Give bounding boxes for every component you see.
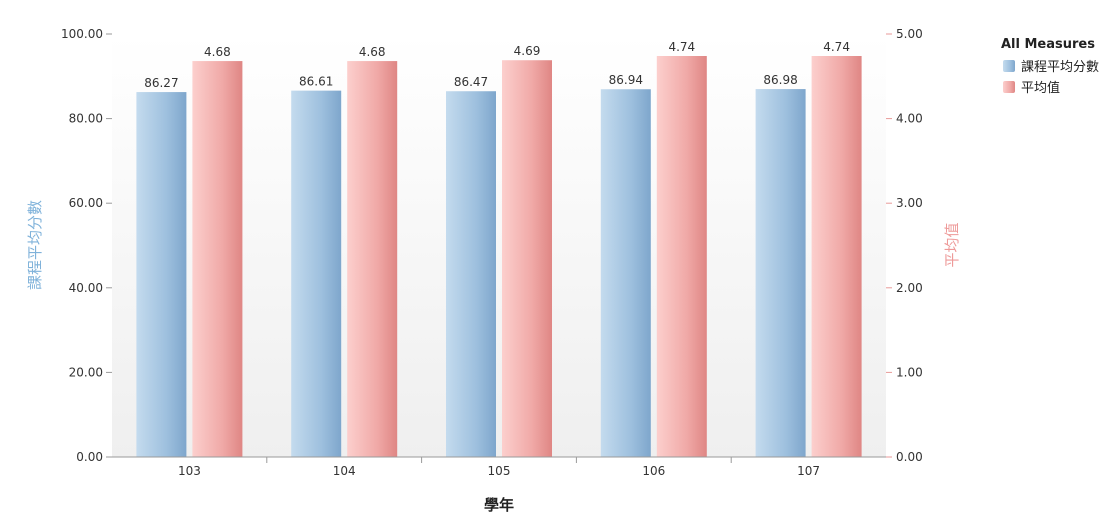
bar-mean-value	[656, 55, 707, 457]
left-axis-ticks: 0.00 20.00 40.00 60.00 80.00 100.00	[61, 27, 112, 464]
legend-swatch-mean	[1003, 81, 1015, 93]
bar-course-score	[446, 91, 496, 457]
bar-value-label: 4.68	[359, 45, 386, 59]
left-tick-label: 80.00	[69, 112, 103, 126]
bar-mean-value	[347, 61, 398, 458]
legend-label-score: 課程平均分數	[1021, 59, 1099, 75]
bar-course-score	[291, 90, 342, 457]
bar-course-score	[755, 89, 806, 458]
bar-value-label: 4.74	[668, 40, 695, 54]
legend-swatch-score	[1003, 60, 1015, 72]
left-tick-label: 40.00	[69, 281, 103, 295]
bar-course-score	[136, 92, 187, 457]
bar-mean-value	[502, 60, 552, 457]
bar-value-label: 86.94	[609, 73, 643, 87]
bar-value-label: 86.98	[763, 73, 797, 87]
bar-mean-value	[192, 61, 243, 458]
right-axis-title: 平均值	[943, 222, 961, 267]
left-tick-label: 20.00	[69, 365, 103, 379]
legend: All Measures 課程平均分數 平均值	[1001, 37, 1099, 96]
x-tick-label: 107	[797, 464, 820, 478]
x-tick-label: 104	[333, 464, 356, 478]
bar-mean-value	[811, 55, 862, 457]
right-tick-label: 5.00	[896, 27, 923, 41]
right-axis-ticks: 0.00 1.00 2.00 3.00 4.00 5.00	[886, 27, 923, 464]
bar-value-label: 4.74	[823, 40, 850, 54]
bar-value-label: 4.68	[204, 45, 231, 59]
right-tick-label: 1.00	[896, 365, 923, 379]
right-tick-label: 3.00	[896, 196, 923, 210]
bar-group: 86.27 4.68 86.61 4.68 86.47 4.69 86.94 4.74 86.9…	[136, 40, 862, 458]
bar-course-score	[600, 89, 651, 457]
x-axis-title: 學年	[484, 496, 514, 514]
x-tick-label: 105	[488, 464, 511, 478]
bar-value-label: 86.27	[144, 76, 178, 90]
x-tick-label: 106	[642, 464, 665, 478]
right-tick-label: 2.00	[896, 281, 923, 295]
x-tick-label: 103	[178, 464, 201, 478]
left-tick-label: 100.00	[61, 27, 103, 41]
x-axis-ticks: 103 104 105 106 107	[178, 457, 820, 478]
legend-title: All Measures	[1001, 37, 1095, 52]
bar-value-label: 4.69	[514, 44, 541, 58]
legend-label-mean: 平均值	[1021, 80, 1060, 96]
left-axis-title: 課程平均分數	[26, 200, 44, 290]
right-tick-label: 4.00	[896, 112, 923, 126]
right-tick-label: 0.00	[896, 450, 923, 464]
bar-value-label: 86.61	[299, 75, 333, 89]
left-tick-label: 0.00	[76, 450, 103, 464]
left-tick-label: 60.00	[69, 196, 103, 210]
bar-value-label: 86.47	[454, 75, 488, 89]
